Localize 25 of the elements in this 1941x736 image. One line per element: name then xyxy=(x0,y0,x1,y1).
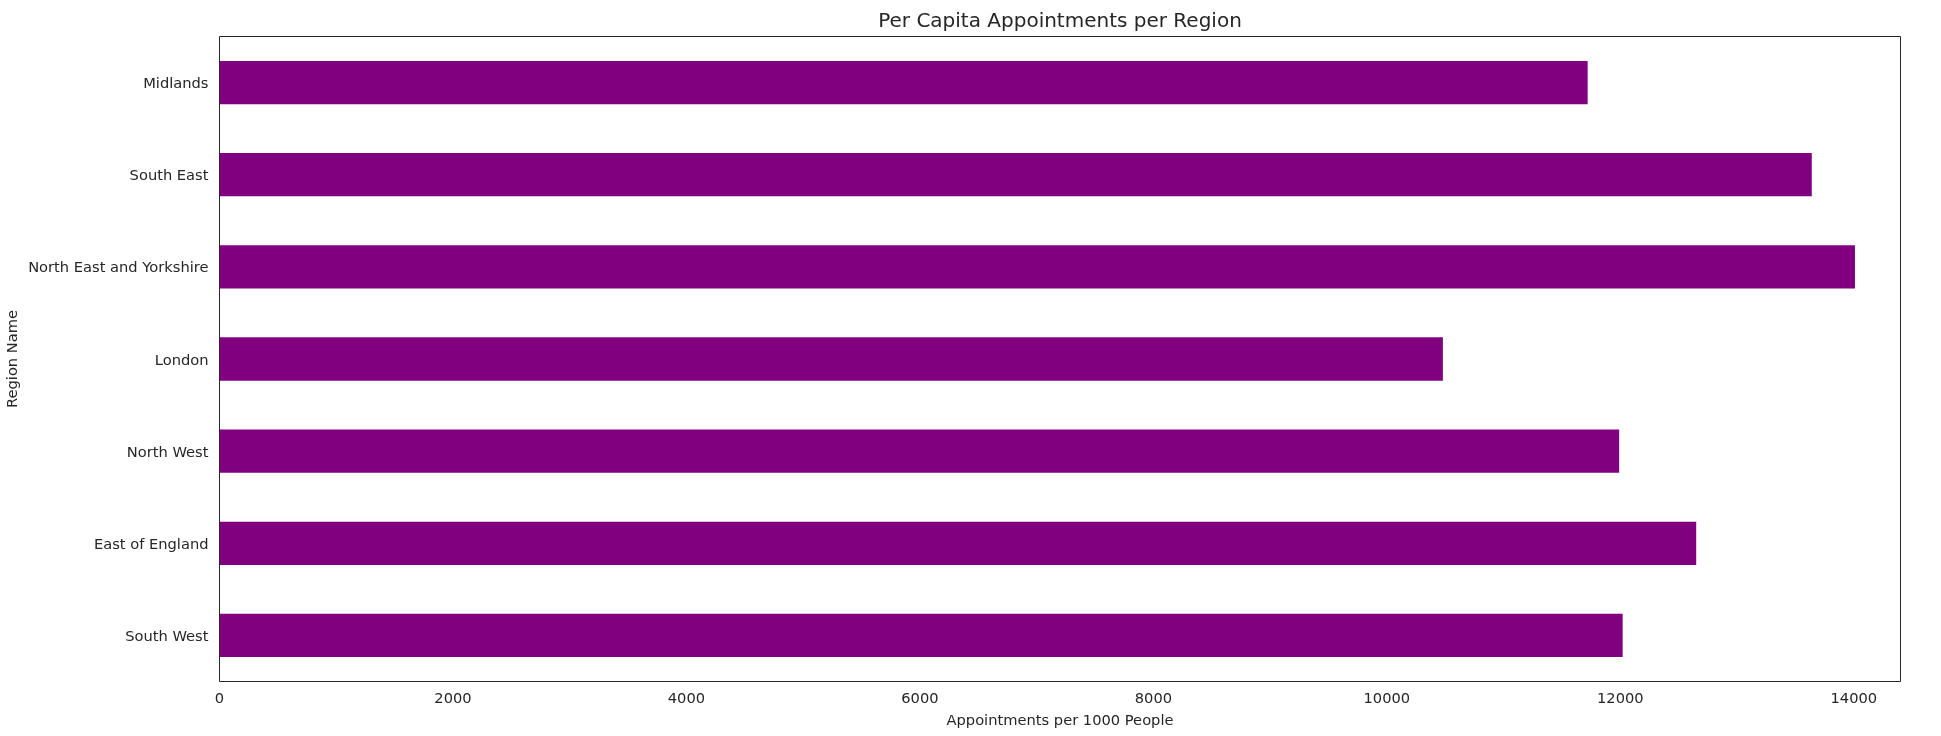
y-tick-label: South West xyxy=(125,626,209,644)
bar xyxy=(219,153,1812,197)
y-tick-label: London xyxy=(154,350,209,368)
bar xyxy=(219,337,1443,381)
bar xyxy=(219,521,1697,565)
bar xyxy=(219,613,1623,658)
bar xyxy=(219,60,1588,105)
bar xyxy=(219,245,1855,289)
x-tick-label: 0 xyxy=(214,688,225,706)
y-tick-label: South East xyxy=(129,166,209,184)
x-tick-label: 10000 xyxy=(1363,688,1411,706)
bar xyxy=(219,429,1620,473)
chart-title: Per Capita Appointments per Region xyxy=(878,7,1242,32)
y-axis-title: Region Name xyxy=(3,309,21,409)
x-tick-label: 2000 xyxy=(434,688,472,706)
x-tick-label: 6000 xyxy=(901,688,939,706)
x-axis-title: Appointments per 1000 People xyxy=(946,710,1174,728)
x-tick-label: 12000 xyxy=(1597,688,1644,706)
y-tick-label: North East and Yorkshire xyxy=(28,258,209,276)
x-tick-label: 4000 xyxy=(667,688,706,706)
x-tick-label: 8000 xyxy=(1134,688,1173,706)
y-tick-label: North West xyxy=(126,442,209,460)
y-tick-label: Midlands xyxy=(143,74,209,92)
x-tick-label: 14000 xyxy=(1830,688,1878,706)
y-tick-label: East of England xyxy=(93,534,209,552)
